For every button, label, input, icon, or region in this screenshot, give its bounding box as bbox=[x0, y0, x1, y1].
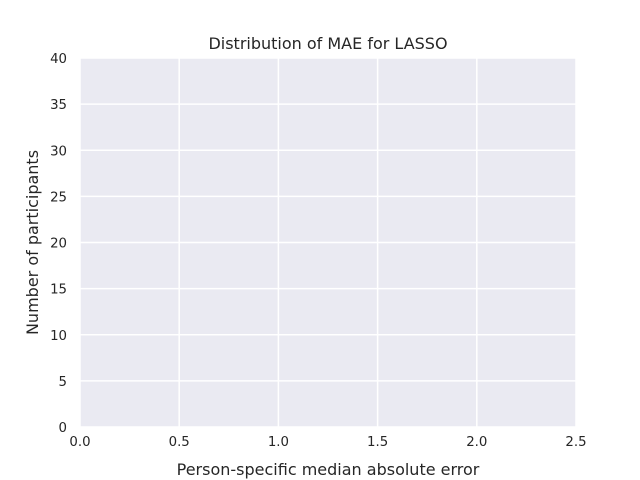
y-tick-label: 10 bbox=[50, 329, 67, 344]
x-tick-labels: 0.0 0.5 1.0 1.5 2.0 2.5 bbox=[69, 435, 586, 450]
y-tick-labels: 0 5 10 15 20 25 30 35 40 bbox=[50, 52, 67, 436]
y-tick-label: 30 bbox=[50, 144, 67, 159]
x-tick-label: 2.0 bbox=[466, 435, 487, 450]
y-tick-label: 15 bbox=[50, 283, 67, 298]
x-tick-label: 1.5 bbox=[367, 435, 388, 450]
x-tick-label: 2.5 bbox=[565, 435, 586, 450]
y-axis-label: Number of participants bbox=[23, 150, 42, 335]
y-tick-label: 35 bbox=[50, 98, 67, 113]
x-tick-label: 0.5 bbox=[169, 435, 190, 450]
x-tick-label: 1.0 bbox=[268, 435, 289, 450]
x-tick-label: 0.0 bbox=[69, 435, 90, 450]
x-axis-label: Person-specific median absolute error bbox=[177, 460, 480, 479]
y-tick-label: 0 bbox=[59, 421, 67, 436]
y-tick-label: 40 bbox=[50, 52, 67, 67]
y-tick-label: 5 bbox=[59, 375, 67, 390]
grid-lines bbox=[79, 57, 577, 428]
y-tick-label: 20 bbox=[50, 237, 67, 252]
y-tick-label: 25 bbox=[50, 190, 67, 205]
chart-title: Distribution of MAE for LASSO bbox=[208, 34, 447, 53]
